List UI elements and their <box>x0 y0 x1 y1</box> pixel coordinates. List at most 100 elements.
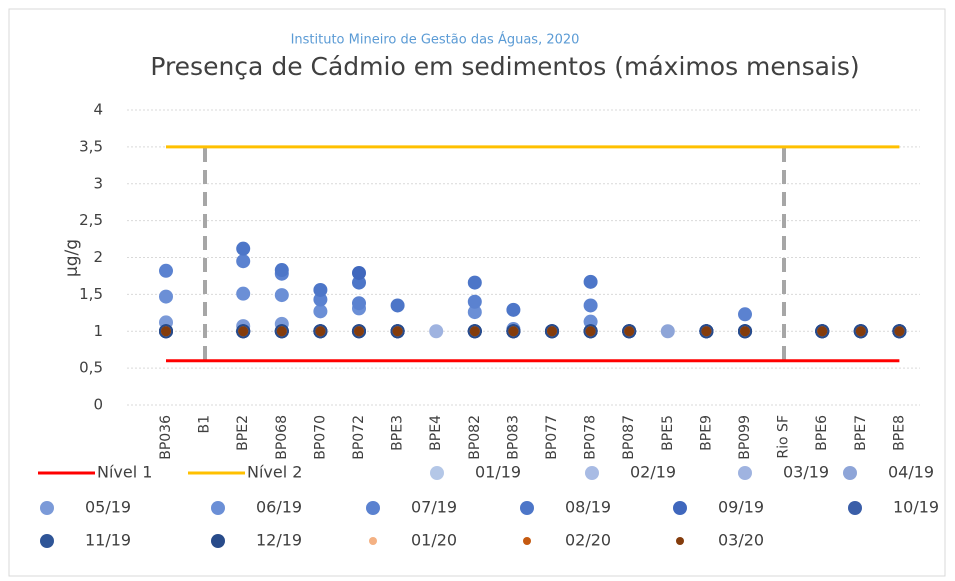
data-point <box>583 298 598 313</box>
legend-label: 05/19 <box>85 498 131 517</box>
legend-label: 01/19 <box>475 463 521 482</box>
legend-label: 11/19 <box>85 531 131 550</box>
data-point <box>855 326 866 337</box>
data-point <box>274 263 289 278</box>
data-point <box>159 289 173 304</box>
legend-label: 04/19 <box>888 463 934 482</box>
data-point <box>894 326 905 337</box>
y-tick-label: 0,5 <box>79 359 103 377</box>
data-point <box>315 326 326 337</box>
data-point <box>352 296 366 311</box>
x-tick-label: BPE3 <box>390 415 406 451</box>
legend-label: 12/19 <box>256 531 302 550</box>
legend-label: 09/19 <box>718 498 764 517</box>
legend-label: 06/19 <box>256 498 302 517</box>
data-point <box>236 254 251 269</box>
legend-swatch <box>430 466 444 480</box>
data-point <box>467 275 482 290</box>
legend-swatch <box>585 466 599 480</box>
data-point <box>469 326 480 337</box>
y-tick-label: 1,5 <box>79 285 103 303</box>
x-tick-label: BP070 <box>312 415 328 460</box>
x-tick-label: BPE7 <box>853 415 869 451</box>
legend-swatch <box>40 501 54 515</box>
y-tick-label: 0 <box>93 396 103 414</box>
data-point <box>467 294 482 309</box>
legend-label: 08/19 <box>565 498 611 517</box>
x-tick-label: BPE2 <box>235 415 251 451</box>
data-point <box>352 265 366 280</box>
data-point <box>701 326 712 337</box>
x-tick-label: BP068 <box>274 415 290 460</box>
data-point <box>276 326 287 337</box>
data-point <box>583 274 598 289</box>
data-point <box>585 326 596 337</box>
data-point <box>817 326 828 337</box>
plot-area: 0 0,5 1 1,5 2 2,5 3 3,5 4 BP036 B1 BPE2 BP068 BP070 BP… <box>79 101 920 460</box>
data-point <box>236 286 251 301</box>
data-point <box>660 324 675 339</box>
x-tick-label: BPE6 <box>814 415 830 451</box>
x-tick-label: BP036 <box>158 415 174 460</box>
legend-swatch <box>738 466 752 480</box>
y-axis-label: µg/g <box>62 239 82 277</box>
x-tick-label: BPE4 <box>428 415 444 451</box>
legend-label: 02/19 <box>630 463 676 482</box>
legend-swatch <box>843 466 857 480</box>
legend-swatch <box>211 501 225 515</box>
x-tick-label: BP099 <box>737 415 753 460</box>
legend-label: 07/19 <box>411 498 457 517</box>
legend-swatch <box>520 501 534 515</box>
data-point <box>159 263 173 278</box>
legend-label: 03/19 <box>783 463 829 482</box>
data-point <box>740 326 750 337</box>
data-point <box>236 241 251 256</box>
data-point <box>313 282 328 297</box>
y-tick-label: 2 <box>93 248 103 266</box>
x-tick-label: BP087 <box>621 415 637 460</box>
x-tick-label: BP072 <box>351 415 367 460</box>
data-point <box>390 298 405 313</box>
legend-label: 01/20 <box>411 531 457 550</box>
legend-swatch <box>673 501 687 515</box>
data-point <box>313 292 328 307</box>
legend-label: 10/19 <box>893 498 939 517</box>
legend-swatch <box>369 537 377 545</box>
x-tick-label: BP078 <box>583 415 599 460</box>
legend-label: Nível 1 <box>97 463 152 482</box>
legend-label: 03/20 <box>718 531 764 550</box>
x-tick-label: BPE9 <box>698 415 714 451</box>
data-point <box>352 275 366 290</box>
legend-label: 02/20 <box>565 531 611 550</box>
data-point <box>274 288 289 303</box>
data-point <box>547 326 557 337</box>
y-tick-label: 1 <box>93 322 103 340</box>
data-point <box>354 326 364 337</box>
x-tick-label: B1 <box>197 415 213 434</box>
data-point <box>583 314 598 329</box>
x-tick-label: BPE8 <box>891 415 907 451</box>
legend-swatch <box>523 537 531 545</box>
data-point <box>161 326 171 337</box>
chart-subtitle: Instituto Mineiro de Gestão das Águas, 2… <box>291 32 580 48</box>
legend-swatch <box>366 501 380 515</box>
marks <box>159 145 907 363</box>
data-point <box>467 305 482 320</box>
x-tick-label: BP083 <box>505 415 521 460</box>
data-point <box>506 302 521 317</box>
data-point <box>624 326 635 337</box>
legend-swatch <box>676 537 684 545</box>
legend-label: Nível 2 <box>247 463 302 482</box>
data-point <box>738 307 752 322</box>
data-point <box>313 304 328 319</box>
x-tick-label: Rio SF <box>776 415 792 459</box>
y-tick-label: 2,5 <box>79 211 103 229</box>
y-tick-label: 4 <box>93 101 103 119</box>
legend-swatch <box>848 501 862 515</box>
legend-swatch <box>211 534 225 548</box>
data-point <box>238 326 249 337</box>
x-tick-label: BPE5 <box>660 415 676 451</box>
x-tick-label: BP082 <box>467 415 483 460</box>
